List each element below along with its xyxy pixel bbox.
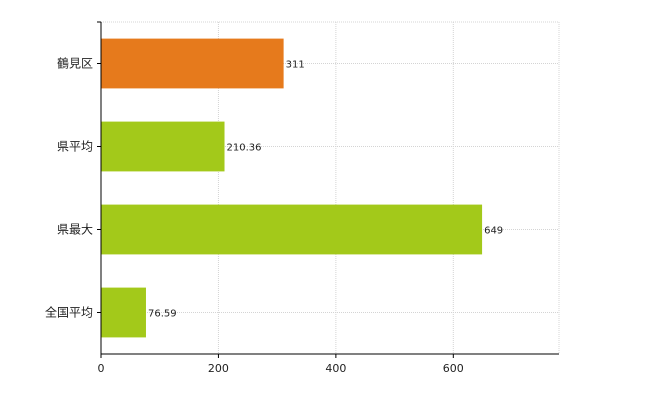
category-label-0: 鶴見区 bbox=[57, 56, 93, 71]
bar-3 bbox=[101, 287, 146, 338]
data-label-0: 311 bbox=[286, 60, 305, 71]
x-tick-label-3: 600 bbox=[443, 362, 464, 375]
bar-1 bbox=[101, 121, 225, 172]
category-label-3: 全国平均 bbox=[45, 305, 93, 320]
x-tick-label-0: 0 bbox=[98, 362, 105, 375]
data-label-2: 649 bbox=[484, 226, 503, 237]
bar-2 bbox=[101, 204, 483, 255]
x-tick-label-2: 400 bbox=[325, 362, 346, 375]
data-label-1: 210.36 bbox=[227, 143, 262, 154]
category-label-1: 県平均 bbox=[57, 140, 93, 154]
category-label-2: 県最大 bbox=[57, 223, 93, 237]
x-tick-label-1: 200 bbox=[208, 362, 229, 375]
bar-0 bbox=[101, 38, 284, 89]
data-label-3: 76.59 bbox=[148, 309, 177, 320]
